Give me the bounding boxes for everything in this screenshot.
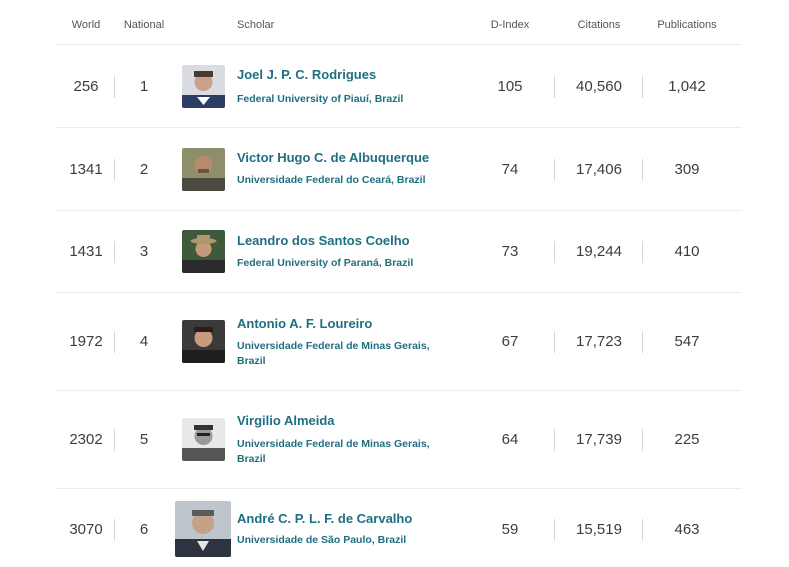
national-rank: 3 <box>139 243 149 260</box>
publications-value: 225 <box>674 431 700 448</box>
world-rank: 2302 <box>69 431 103 448</box>
national-rank: 5 <box>139 431 149 448</box>
scholar-affiliation[interactable]: Federal University of Piauí, Brazil <box>237 93 404 105</box>
table-header: World National Scholar D-Index Citations… <box>56 0 742 45</box>
publications-value: 547 <box>674 333 700 350</box>
scholar-avatar[interactable] <box>182 418 225 461</box>
column-header-publications[interactable]: Publications <box>657 19 717 31</box>
column-header-citations[interactable]: Citations <box>577 19 621 31</box>
national-rank: 1 <box>139 78 149 95</box>
citations-value: 17,406 <box>576 161 622 178</box>
national-rank: 6 <box>139 521 149 538</box>
dindex-value: 64 <box>501 431 519 448</box>
column-header-national[interactable]: National <box>123 19 165 31</box>
scholar-affiliation[interactable]: Federal University of Paraná, Brazil <box>237 257 414 269</box>
table-row: 1431 3 Leandro dos Santos Coelho Federal… <box>56 211 742 293</box>
citations-value: 15,519 <box>576 521 622 538</box>
citations-value: 17,723 <box>576 333 622 350</box>
divider <box>114 241 115 263</box>
scholar-avatar[interactable] <box>182 320 225 363</box>
scholar-ranking-table: World National Scholar D-Index Citations… <box>56 0 742 567</box>
divider <box>642 331 643 353</box>
divider <box>642 76 643 98</box>
world-rank: 3070 <box>69 521 103 538</box>
divider <box>114 76 115 98</box>
table-row: 256 1 Joel J. P. C. Rodrigues Federal Un… <box>56 45 742 128</box>
divider <box>554 331 555 353</box>
divider <box>114 519 115 541</box>
table-row: 2302 5 Virgilio Almeida Universidade Fed… <box>56 391 742 489</box>
citations-value: 40,560 <box>576 78 622 95</box>
scholar-affiliation[interactable]: Universidade Federal de Minas Gerais, Br… <box>237 438 430 465</box>
divider <box>554 241 555 263</box>
publications-value: 309 <box>674 161 700 178</box>
divider <box>554 519 555 541</box>
divider <box>554 429 555 451</box>
table-row: 1972 4 Antonio A. F. Loureiro Universida… <box>56 293 742 391</box>
table-row: 3070 6 André C. P. L. F. de Carvalho Uni… <box>56 489 742 567</box>
national-rank: 4 <box>139 333 149 350</box>
publications-value: 410 <box>674 243 700 260</box>
world-rank: 1431 <box>69 243 103 260</box>
table-row: 1341 2 Victor Hugo C. de Albuquerque Uni… <box>56 128 742 211</box>
scholar-name-link[interactable]: Virgilio Almeida <box>237 413 335 428</box>
divider <box>642 429 643 451</box>
world-rank: 256 <box>73 78 99 95</box>
scholar-name-link[interactable]: Victor Hugo C. de Albuquerque <box>237 150 430 165</box>
national-rank: 2 <box>139 161 149 178</box>
publications-value: 1,042 <box>668 78 706 95</box>
divider <box>642 241 643 263</box>
scholar-name-link[interactable]: Antonio A. F. Loureiro <box>237 316 373 331</box>
dindex-value: 74 <box>501 161 519 178</box>
scholar-affiliation[interactable]: Universidade Federal de Minas Gerais, Br… <box>237 340 430 367</box>
column-header-scholar[interactable]: Scholar <box>237 19 275 31</box>
scholar-avatar[interactable] <box>182 65 225 108</box>
publications-value: 463 <box>674 521 700 538</box>
divider <box>554 159 555 181</box>
divider <box>114 331 115 353</box>
divider <box>642 159 643 181</box>
scholar-affiliation[interactable]: Universidade de São Paulo, Brazil <box>237 534 407 546</box>
scholar-affiliation[interactable]: Universidade Federal do Ceará, Brazil <box>237 174 426 186</box>
scholar-name-link[interactable]: André C. P. L. F. de Carvalho <box>237 511 413 526</box>
world-rank: 1972 <box>69 333 103 350</box>
dindex-value: 73 <box>501 243 519 260</box>
dindex-value: 67 <box>501 333 519 350</box>
scholar-avatar[interactable] <box>182 230 225 273</box>
column-header-dindex[interactable]: D-Index <box>490 19 530 31</box>
dindex-value: 59 <box>501 521 519 538</box>
divider <box>642 519 643 541</box>
scholar-avatar[interactable] <box>182 148 225 191</box>
scholar-name-link[interactable]: Joel J. P. C. Rodrigues <box>237 67 377 82</box>
world-rank: 1341 <box>69 161 103 178</box>
divider <box>554 76 555 98</box>
divider <box>114 429 115 451</box>
citations-value: 19,244 <box>576 243 622 260</box>
column-header-world[interactable]: World <box>71 19 101 31</box>
dindex-value: 105 <box>497 78 523 95</box>
scholar-avatar[interactable] <box>175 501 231 557</box>
divider <box>114 159 115 181</box>
citations-value: 17,739 <box>576 431 622 448</box>
scholar-name-link[interactable]: Leandro dos Santos Coelho <box>237 233 410 248</box>
